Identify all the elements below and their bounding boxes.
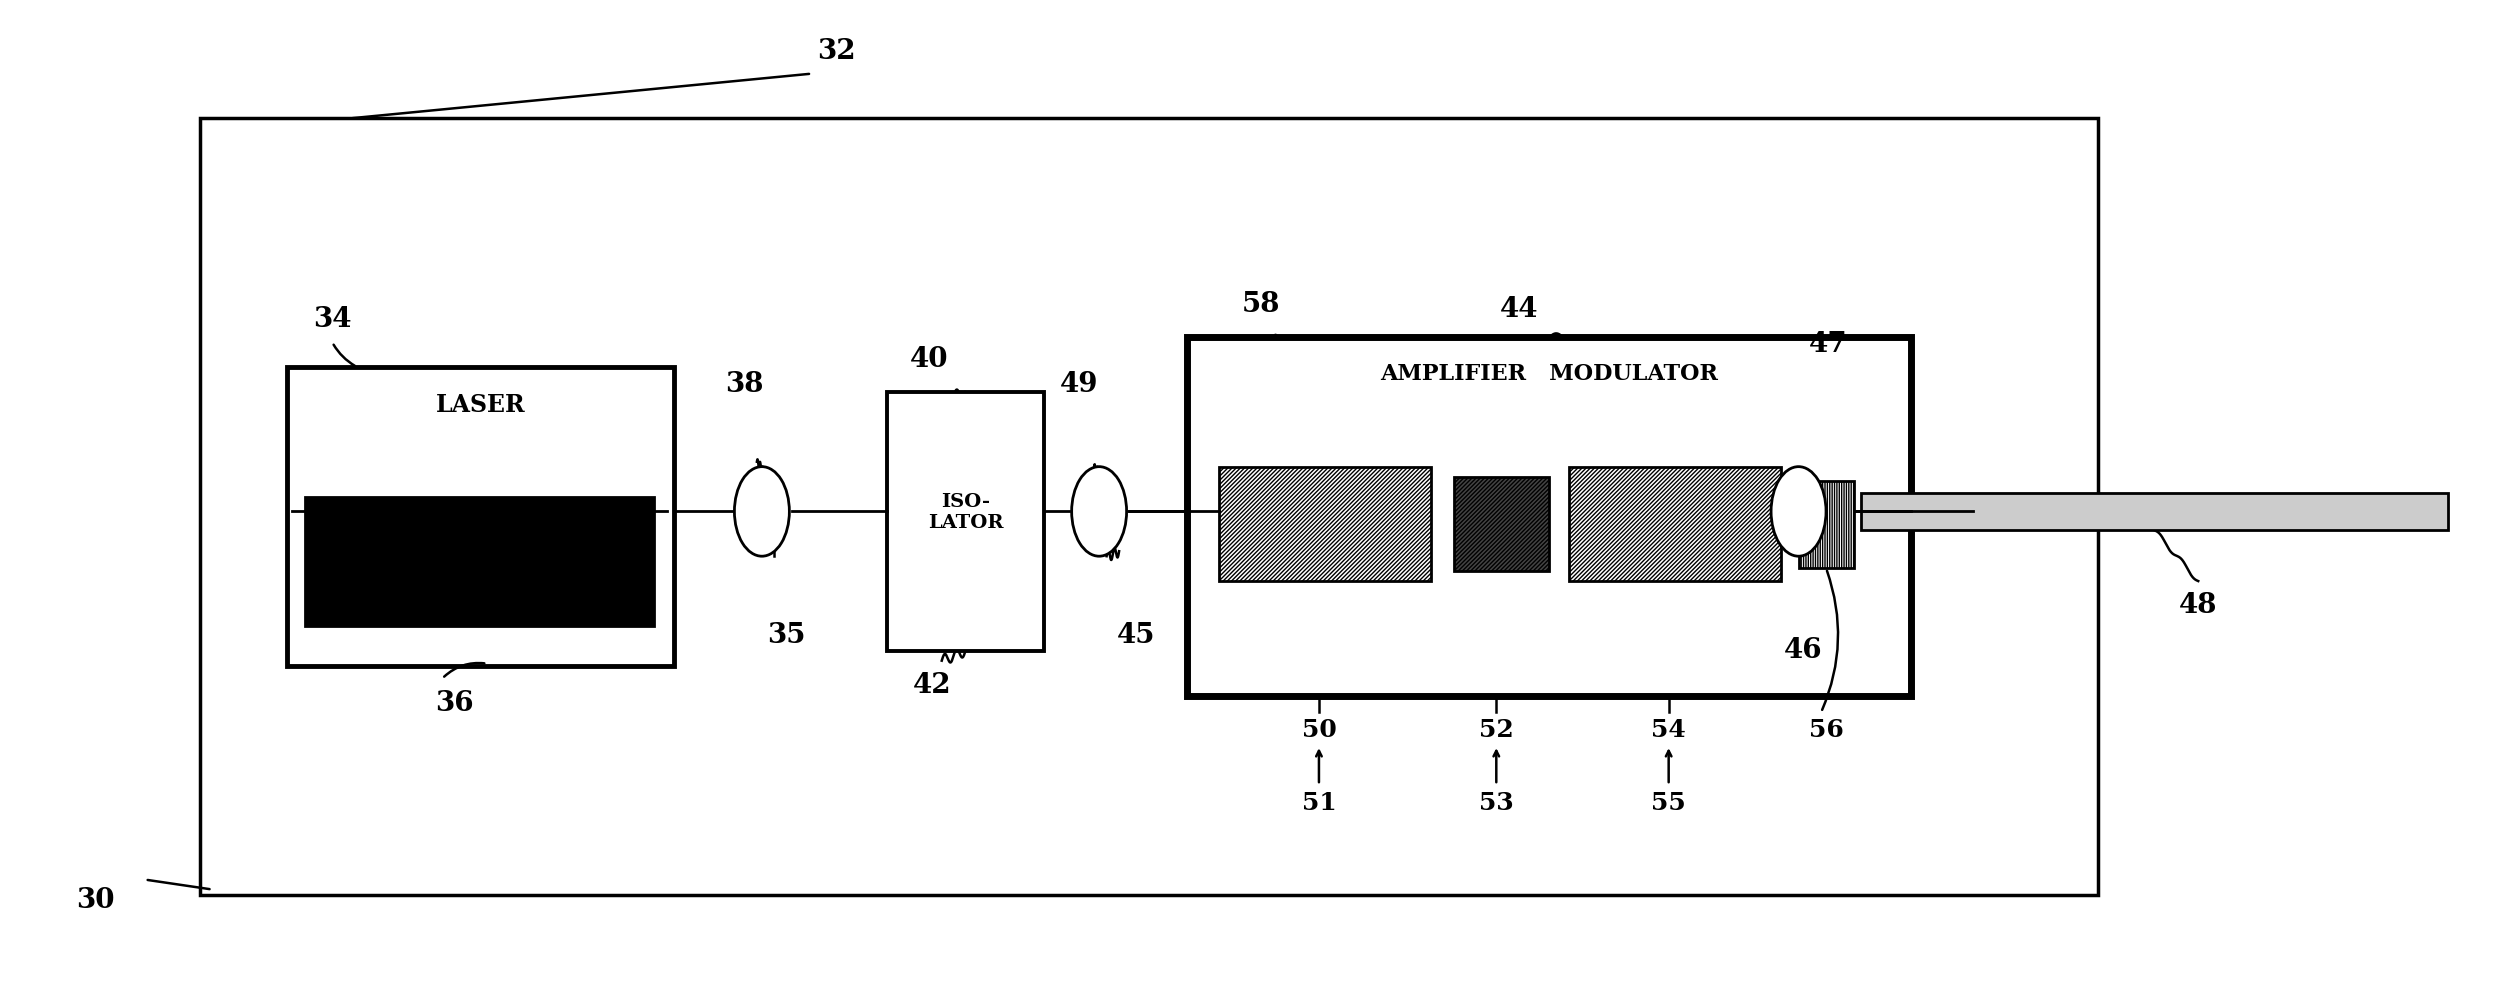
Bar xyxy=(200,119,2098,895)
Bar xyxy=(1799,481,1854,569)
Ellipse shape xyxy=(1072,467,1127,557)
Bar xyxy=(1861,493,2448,531)
Text: 44: 44 xyxy=(1499,296,1539,323)
Ellipse shape xyxy=(1771,467,1826,557)
Text: 45: 45 xyxy=(1117,621,1157,648)
Text: 30: 30 xyxy=(75,886,115,913)
Text: 32: 32 xyxy=(817,38,857,65)
Text: 58: 58 xyxy=(1242,291,1281,318)
Bar xyxy=(1454,477,1549,572)
Ellipse shape xyxy=(734,467,789,557)
Text: 38: 38 xyxy=(724,371,764,398)
Bar xyxy=(1187,338,1911,696)
Text: 46: 46 xyxy=(1784,636,1824,663)
Text: 54: 54 xyxy=(1651,718,1686,742)
Text: 42: 42 xyxy=(912,671,952,698)
Text: 53: 53 xyxy=(1479,790,1514,814)
Text: 34: 34 xyxy=(312,306,352,333)
Bar xyxy=(1569,467,1781,581)
Text: 51: 51 xyxy=(1301,790,1336,814)
Bar xyxy=(1219,467,1431,581)
Text: 49: 49 xyxy=(1059,371,1099,398)
Text: 48: 48 xyxy=(2178,591,2218,618)
Text: LASER: LASER xyxy=(437,393,525,416)
Text: ISO-
LATOR: ISO- LATOR xyxy=(927,493,1004,531)
Text: 52: 52 xyxy=(1479,718,1514,742)
Text: 56: 56 xyxy=(1809,718,1844,742)
Bar xyxy=(305,497,654,626)
Text: 50: 50 xyxy=(1301,718,1336,742)
Text: 47: 47 xyxy=(1809,331,1849,358)
Text: 40: 40 xyxy=(909,346,949,373)
Bar xyxy=(287,368,674,666)
Text: AMPLIFIER   MODULATOR: AMPLIFIER MODULATOR xyxy=(1379,363,1719,385)
Text: 35: 35 xyxy=(767,621,807,648)
Text: 55: 55 xyxy=(1651,790,1686,814)
Bar xyxy=(887,393,1044,651)
Text: 36: 36 xyxy=(435,689,475,716)
